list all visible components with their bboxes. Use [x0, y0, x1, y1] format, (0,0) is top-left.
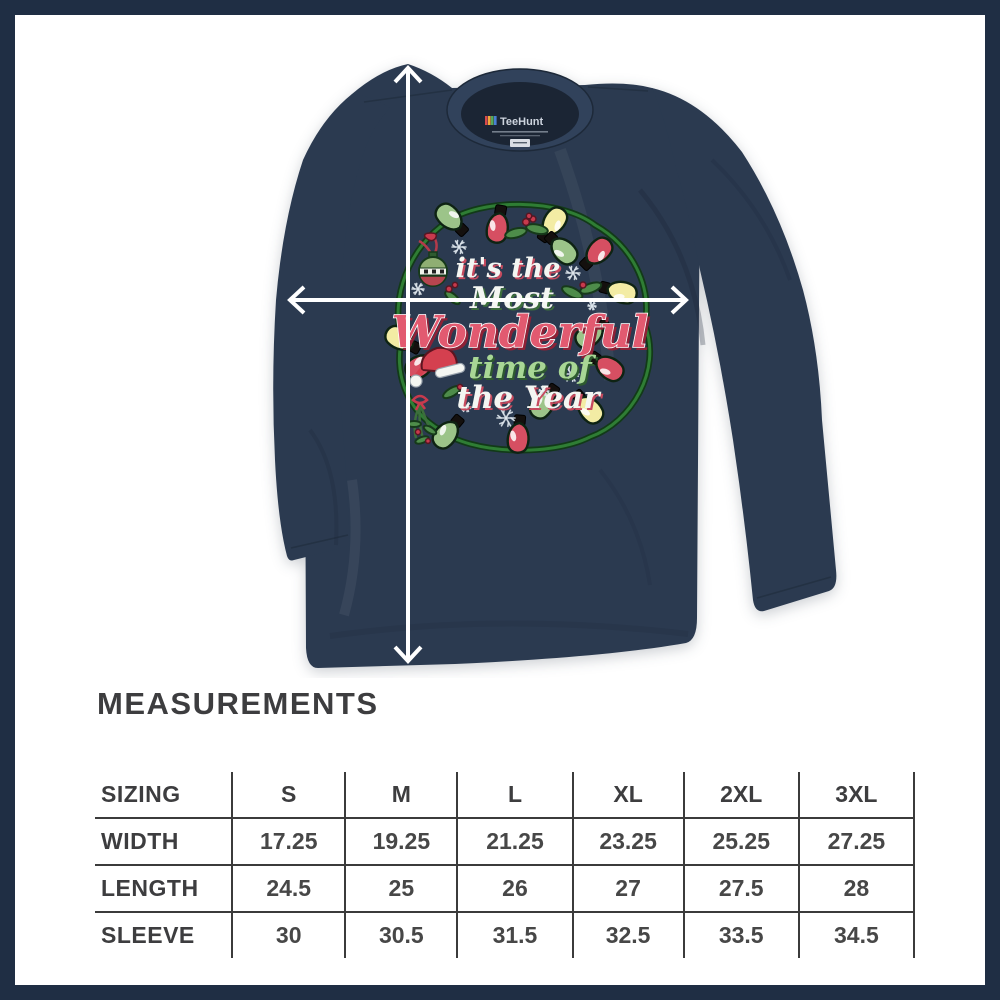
shirt-body	[305, 64, 701, 668]
christmas-design: it's the it's the Most Most Wonderful Wo…	[384, 201, 653, 454]
long-sleeve-shirt: TeeHunt	[273, 64, 837, 668]
ornament-ball	[418, 232, 448, 288]
tag-fine-print	[492, 131, 548, 133]
light-bulb-red	[579, 236, 614, 271]
light-bulb-red	[506, 414, 530, 454]
snowflake-icon	[460, 401, 472, 413]
design-line-4: time of	[468, 350, 596, 386]
col-header-l: L	[456, 772, 573, 818]
right-cuff-seam	[756, 576, 832, 599]
col-header-3xl: 3XL	[797, 772, 916, 818]
cell: 27	[571, 864, 684, 912]
snowflake-icon	[565, 265, 581, 281]
measurements-title: MEASUREMENTS	[97, 686, 379, 721]
cell: 27.25	[797, 817, 916, 865]
design-line-3: Wonderful	[392, 307, 649, 358]
cell: 32.5	[571, 911, 684, 958]
light-bulbs	[384, 202, 638, 454]
light-bulb-red	[485, 204, 510, 244]
cell: 25.25	[682, 817, 799, 865]
col-header-sizing: SIZING	[101, 781, 181, 807]
cell: 26	[456, 864, 573, 912]
cell: 28	[797, 864, 916, 912]
design-line-1: it's the	[456, 253, 561, 284]
row-label: WIDTH	[95, 817, 233, 865]
svg-text:time of: time of	[470, 352, 598, 388]
col-header-m: M	[344, 772, 458, 818]
row-label: LENGTH	[95, 864, 233, 912]
collar: TeeHunt	[363, 68, 649, 152]
snowflake-icon	[451, 239, 467, 255]
brand-tag: TeeHunt	[485, 116, 548, 147]
cell: 30.5	[344, 911, 458, 958]
design-line-5: the Year	[457, 380, 603, 416]
light-bulb-green	[574, 317, 612, 350]
snowflake-icon	[587, 301, 597, 311]
col-header-xl: XL	[571, 772, 684, 818]
table-row-length: LENGTH 24.5 25 26 27 27.5 28	[95, 864, 916, 912]
cell: 19.25	[344, 817, 458, 865]
table-header-row: SIZING S M L XL 2XL 3XL	[95, 772, 916, 818]
brand-tag-label: TeeHunt	[500, 116, 544, 128]
width-arrow	[287, 285, 689, 315]
svg-text:it's the: it's the	[458, 255, 563, 286]
santa-hat	[409, 346, 466, 388]
light-bulb-yellow	[571, 388, 605, 425]
snowflake-icon	[538, 385, 550, 397]
mistletoe	[406, 394, 438, 445]
col-header-2xl: 2XL	[682, 772, 799, 818]
snowflake-icon	[496, 408, 516, 428]
svg-text:Wonderful: Wonderful	[395, 310, 652, 361]
cell: 33.5	[682, 911, 799, 958]
cell: 17.25	[231, 817, 346, 865]
light-bulb-green	[431, 413, 465, 450]
cell: 21.25	[456, 817, 573, 865]
cell: 34.5	[797, 911, 916, 958]
sizing-table: SIZING S M L XL 2XL 3XL WIDTH 17.25 19.2…	[95, 772, 916, 958]
svg-text:the Year: the Year	[459, 382, 605, 418]
cell: 31.5	[456, 911, 573, 958]
light-bulb-red	[587, 350, 625, 383]
col-header-s: S	[231, 772, 346, 818]
light-bulb-green	[544, 231, 579, 266]
right-sleeve	[652, 88, 837, 612]
shirt-photo: TeeHunt	[273, 64, 837, 668]
table-row-width: WIDTH 17.25 19.25 21.25 23.25 25.25 27.2…	[95, 817, 916, 865]
snowflake-icon	[411, 282, 425, 296]
light-bulb-green	[434, 202, 469, 237]
length-arrow	[393, 65, 423, 664]
cell: 24.5	[231, 864, 346, 912]
snowflakes	[411, 239, 597, 428]
cell: 27.5	[682, 864, 799, 912]
cell: 23.25	[571, 817, 684, 865]
left-cuff-seam	[290, 534, 349, 549]
row-label: SLEEVE	[95, 911, 233, 958]
cell: 30	[231, 911, 346, 958]
cell: 25	[344, 864, 458, 912]
light-bulb-green	[528, 382, 561, 420]
left-sleeve	[273, 94, 390, 561]
table-row-sleeve: SLEEVE 30 30.5 31.5 32.5 33.5 34.5	[95, 911, 916, 958]
holly-leaves	[442, 212, 603, 400]
snowflake-icon	[562, 365, 580, 383]
